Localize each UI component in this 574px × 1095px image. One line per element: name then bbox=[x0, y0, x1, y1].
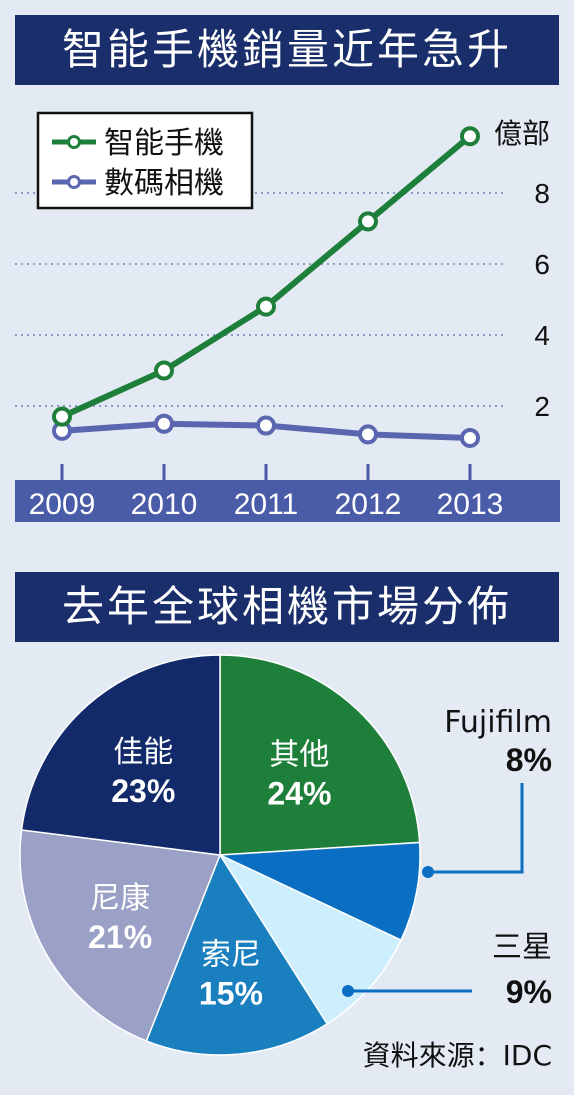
pie-slice-percent: 24% bbox=[267, 775, 331, 811]
legend-label-camera: 數碼相機 bbox=[104, 166, 224, 201]
data-point bbox=[256, 415, 276, 436]
x-axis: 2009 2010 2011 2012 2013 bbox=[29, 464, 504, 521]
x-tick-label: 2011 bbox=[234, 488, 299, 521]
data-point bbox=[154, 360, 174, 381]
legend-label-smartphone: 智能手機 bbox=[104, 126, 224, 161]
legend-box bbox=[36, 111, 254, 210]
pie-slices bbox=[19, 654, 421, 1056]
y-axis: 2 4 6 8 bbox=[534, 178, 550, 422]
line-chart: 2009 2010 2011 2012 2013 2 4 6 8 億部 智能手機 數碼相機 bbox=[15, 111, 560, 522]
pie-slice-label: 其他 bbox=[269, 737, 329, 772]
pie-slice-percent: 21% bbox=[88, 919, 152, 955]
legend: 智能手機 數碼相機 bbox=[36, 111, 254, 210]
y-tick-label: 8 bbox=[534, 178, 550, 209]
callout-fujifilm bbox=[428, 783, 524, 874]
x-tick-label: 2013 bbox=[437, 488, 504, 521]
samsung-percent: 9% bbox=[506, 974, 552, 1010]
pie-slice bbox=[219, 654, 421, 856]
pie-slice bbox=[145, 853, 329, 1056]
data-point bbox=[460, 427, 480, 448]
data-point bbox=[358, 424, 378, 445]
data-point bbox=[52, 406, 72, 427]
y-tick-label: 2 bbox=[534, 391, 550, 422]
pie-slice bbox=[219, 841, 421, 942]
pie-chart-title: 去年全球相機市場分佈 bbox=[15, 572, 559, 642]
pie-slice-label: 索尼 bbox=[201, 937, 261, 972]
data-point bbox=[256, 296, 276, 317]
pie-slice-percent: 23% bbox=[111, 773, 175, 809]
fujifilm-label: Fujifilm bbox=[444, 705, 552, 740]
pie-slice-label: 佳能 bbox=[113, 735, 173, 770]
y-axis-label: 億部 bbox=[494, 118, 550, 149]
pie-slice-percent: 15% bbox=[199, 975, 263, 1011]
y-tick-label: 6 bbox=[534, 249, 550, 280]
callout-dot-samsung bbox=[342, 985, 354, 997]
series bbox=[52, 126, 480, 448]
data-point bbox=[460, 126, 480, 147]
pie-slice bbox=[217, 853, 402, 1025]
data-point bbox=[154, 413, 174, 434]
y-tick-label: 4 bbox=[534, 320, 550, 351]
callouts bbox=[342, 783, 524, 997]
legend-marker-camera bbox=[67, 175, 81, 189]
data-point bbox=[358, 211, 378, 232]
callout-dot-fujifilm bbox=[422, 866, 434, 878]
source-note: 資料來源：IDC bbox=[363, 1039, 552, 1072]
pie-slice bbox=[20, 654, 221, 856]
x-axis-band bbox=[15, 480, 560, 522]
fujifilm-percent: 8% bbox=[506, 742, 552, 778]
x-tick-label: 2010 bbox=[131, 488, 198, 521]
x-tick-label: 2012 bbox=[335, 488, 402, 521]
pie-slice-label: 尼康 bbox=[90, 881, 150, 916]
line-chart-title: 智能手機銷量近年急升 bbox=[15, 15, 559, 85]
samsung-label: 三星 bbox=[492, 930, 552, 965]
legend-marker-smartphone bbox=[67, 135, 81, 149]
pie-slice bbox=[19, 829, 222, 1042]
grid-lines bbox=[15, 192, 505, 407]
x-tick-label: 2009 bbox=[29, 488, 96, 521]
